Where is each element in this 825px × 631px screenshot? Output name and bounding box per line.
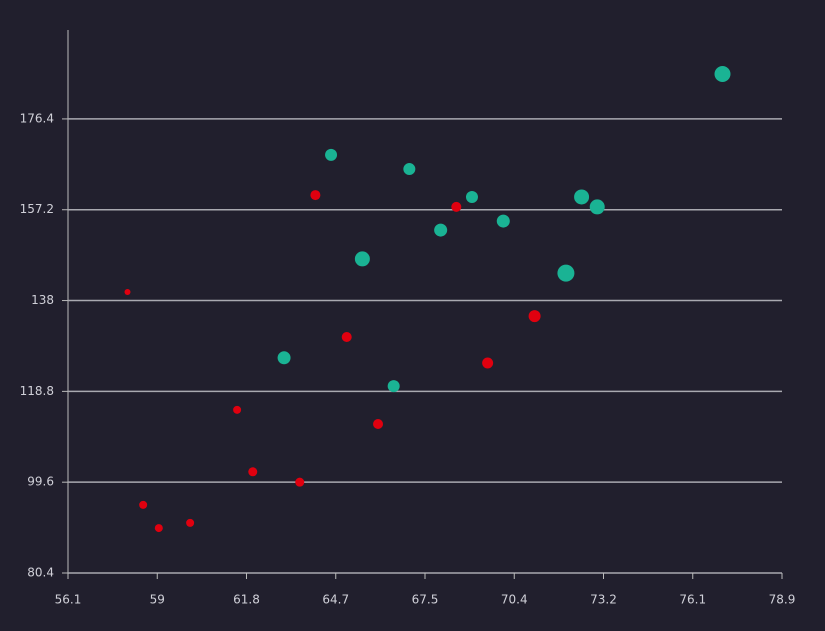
bubble (139, 500, 148, 509)
bubble (528, 310, 541, 323)
bubble (589, 199, 605, 215)
bubble (496, 214, 510, 228)
bubble (341, 331, 352, 342)
y-tick-label: 99.6 (27, 475, 54, 489)
y-tick-label: 138 (31, 293, 54, 307)
bubble (434, 223, 448, 237)
bubble (325, 148, 338, 161)
bubble (451, 201, 462, 212)
x-tick-label: 56.1 (55, 593, 82, 607)
x-tick-label: 59 (150, 593, 165, 607)
x-tick-label: 73.2 (590, 593, 617, 607)
bubble (574, 189, 590, 205)
bubble (354, 251, 370, 267)
bubble (186, 518, 195, 527)
x-tick-label: 70.4 (501, 593, 528, 607)
bubble (154, 524, 163, 533)
bubble (295, 477, 305, 487)
x-tick-label: 76.1 (679, 593, 706, 607)
bubble (465, 190, 478, 203)
y-tick-label: 118.8 (20, 384, 54, 398)
bubble (248, 467, 258, 477)
bubble (373, 419, 384, 430)
bubble (482, 357, 494, 369)
x-tick-label: 78.9 (769, 593, 796, 607)
x-tick-label: 67.5 (412, 593, 439, 607)
bubble (403, 163, 416, 176)
x-tick-label: 61.8 (233, 593, 260, 607)
bubble (233, 405, 242, 414)
bubble (557, 264, 575, 282)
bubble (714, 65, 731, 82)
y-tick-label: 80.4 (27, 566, 54, 580)
y-tick-label: 176.4 (20, 111, 54, 125)
bubble (310, 190, 321, 201)
y-tick-label: 157.2 (20, 202, 54, 216)
bubble (277, 351, 291, 365)
x-tick-label: 64.7 (322, 593, 349, 607)
bubble (387, 380, 400, 393)
bubble (124, 289, 131, 296)
